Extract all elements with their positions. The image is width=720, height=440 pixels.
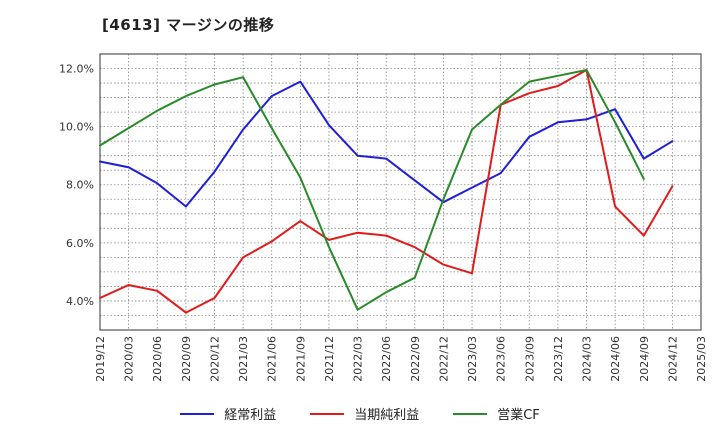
x-tick-label: 2023/06 [495, 336, 508, 382]
legend-swatch-operating-cf [453, 412, 488, 415]
x-tick-label: 2022/06 [380, 336, 393, 382]
series-line-1 [99, 69, 674, 314]
x-tick-label: 2024/03 [581, 336, 594, 382]
x-tick-label: 2023/09 [523, 336, 536, 382]
y-tick-label: 10.0% [59, 121, 94, 134]
y-tick-label: 6.0% [66, 237, 94, 250]
x-tick-label: 2024/12 [666, 336, 679, 382]
x-tick-label: 2022/03 [352, 336, 365, 382]
x-tick-label: 2020/09 [180, 336, 193, 382]
x-tick-label: 2022/09 [409, 336, 422, 382]
chart-title: [4613] マージンの推移 [102, 16, 275, 34]
legend-label-net-income: 当期純利益 [354, 408, 420, 423]
x-tick-label: 2022/12 [437, 336, 450, 382]
chart-legend: 経常利益 当期純利益 営業CF [0, 404, 720, 423]
x-tick-label: 2020/12 [208, 336, 221, 382]
legend-item-recurring-profit: 経常利益 [180, 404, 276, 423]
legend-swatch-net-income [310, 412, 345, 415]
x-tick-label: 2021/03 [237, 336, 250, 382]
y-tick-label: 12.0% [59, 63, 94, 76]
plot-frame [99, 53, 702, 331]
x-tick-label: 2023/12 [552, 336, 565, 382]
x-tick-label: 2025/03 [695, 336, 708, 382]
x-tick-label: 2021/06 [266, 336, 279, 382]
x-tick-label: 2021/09 [294, 336, 307, 382]
x-tick-label: 2021/12 [323, 336, 336, 382]
legend-item-operating-cf: 営業CF [453, 404, 540, 423]
y-tick-label: 8.0% [66, 179, 94, 192]
series-line-2 [99, 69, 645, 311]
legend-label-operating-cf: 営業CF [497, 408, 540, 423]
x-tick-label: 2023/03 [466, 336, 479, 382]
legend-label-recurring-profit: 経常利益 [224, 408, 277, 423]
y-tick-label: 4.0% [66, 295, 94, 308]
legend-item-net-income: 当期純利益 [310, 404, 419, 423]
legend-swatch-recurring-profit [180, 412, 215, 415]
x-tick-label: 2020/06 [151, 336, 164, 382]
x-tick-label: 2019/12 [94, 336, 107, 382]
series-line-0 [99, 80, 674, 208]
x-tick-label: 2024/09 [638, 336, 651, 382]
x-tick-label: 2024/06 [609, 336, 622, 382]
x-tick-label: 2020/03 [123, 336, 136, 382]
